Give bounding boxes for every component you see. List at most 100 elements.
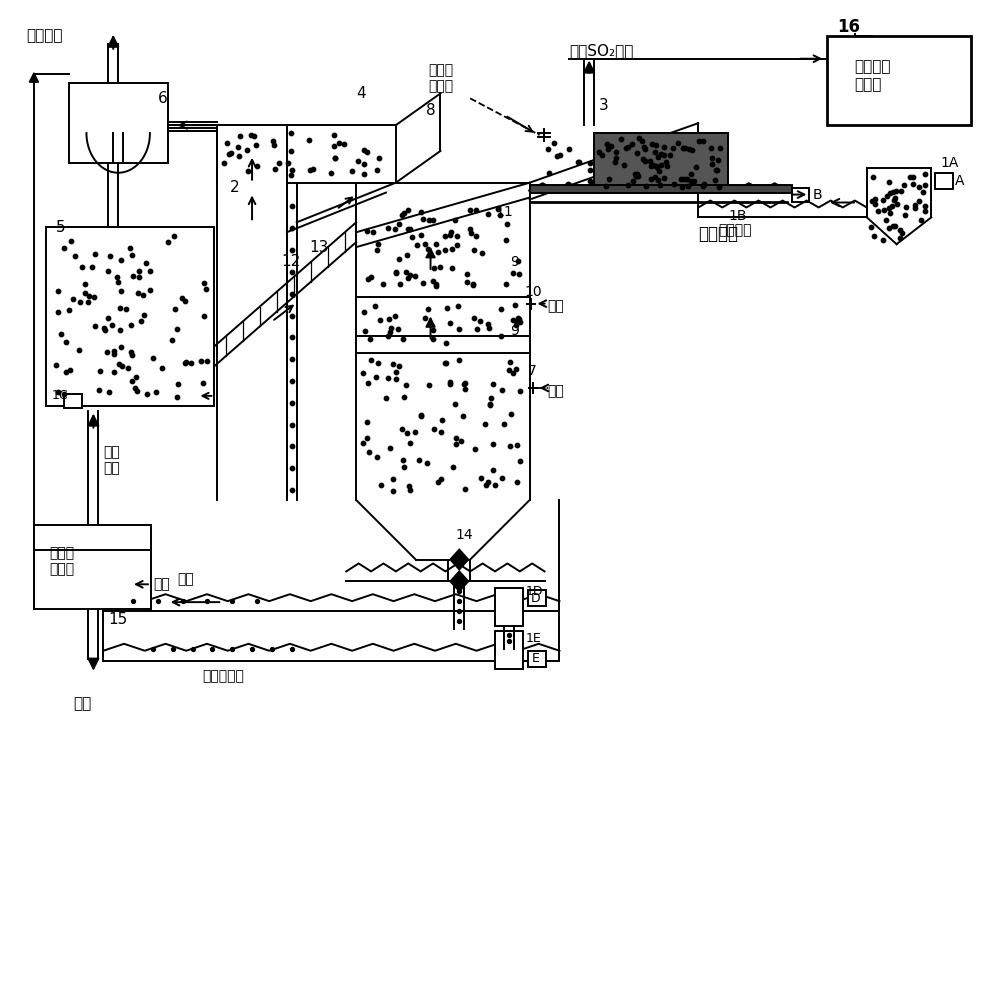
Point xyxy=(380,370,395,386)
Point xyxy=(113,339,129,355)
Point xyxy=(325,127,341,143)
Point xyxy=(323,165,339,181)
Point xyxy=(246,128,261,144)
Point xyxy=(232,128,247,144)
Point xyxy=(501,362,517,378)
Point xyxy=(336,136,352,152)
Point xyxy=(56,240,72,256)
Point xyxy=(442,374,458,390)
Point xyxy=(683,142,699,158)
Bar xyxy=(935,173,952,189)
Point xyxy=(108,269,124,285)
Point xyxy=(389,321,405,337)
Point xyxy=(492,207,508,223)
Bar xyxy=(826,36,970,125)
Point xyxy=(239,142,254,158)
Point xyxy=(886,218,902,234)
Point xyxy=(561,141,577,157)
Point xyxy=(663,159,678,175)
Point xyxy=(593,134,608,150)
Point xyxy=(427,278,443,294)
Point xyxy=(382,440,397,456)
Point xyxy=(912,212,928,228)
Point xyxy=(622,182,638,198)
Point xyxy=(883,184,899,200)
Point xyxy=(430,474,446,490)
Point xyxy=(62,362,78,378)
Point xyxy=(437,242,453,258)
Point xyxy=(708,162,724,178)
Point xyxy=(508,361,524,377)
Point xyxy=(381,311,396,327)
Point xyxy=(644,136,660,152)
Text: 净化烟气: 净化烟气 xyxy=(26,28,62,43)
Point xyxy=(623,136,639,152)
Point xyxy=(652,177,668,193)
Text: 氨气: 氨气 xyxy=(547,300,564,314)
Point xyxy=(917,203,933,219)
Point xyxy=(866,191,881,207)
Point xyxy=(881,185,897,201)
Point xyxy=(244,127,259,143)
Point xyxy=(78,285,94,301)
Point xyxy=(372,312,387,328)
Point xyxy=(371,150,387,166)
Point xyxy=(387,265,403,281)
Point xyxy=(370,355,386,371)
Point xyxy=(283,125,299,141)
Point xyxy=(390,358,406,374)
Point xyxy=(61,302,77,318)
Point xyxy=(169,321,184,337)
Point xyxy=(432,424,448,440)
Point xyxy=(131,269,147,285)
Point xyxy=(710,179,726,195)
Text: 1E: 1E xyxy=(526,632,541,645)
Point xyxy=(678,171,694,187)
Point xyxy=(284,308,300,324)
Point xyxy=(591,143,606,159)
Point xyxy=(660,179,675,195)
Point xyxy=(456,376,471,392)
Point xyxy=(451,603,466,619)
Point xyxy=(193,353,209,369)
Text: 细颗粒
燃烧器: 细颗粒 燃烧器 xyxy=(48,546,74,577)
Point xyxy=(133,313,149,329)
Point xyxy=(598,178,613,194)
Point xyxy=(224,641,240,657)
Point xyxy=(168,301,183,317)
Point xyxy=(642,153,658,169)
Point xyxy=(58,334,74,350)
Point xyxy=(465,276,481,292)
Point xyxy=(136,307,152,323)
Point xyxy=(356,323,372,339)
Text: 水冷降温: 水冷降温 xyxy=(697,225,738,243)
Point xyxy=(480,320,496,336)
Point xyxy=(283,167,299,183)
Point xyxy=(592,169,607,185)
Point xyxy=(541,165,557,181)
Point xyxy=(428,236,444,252)
Point xyxy=(686,173,702,189)
Point xyxy=(636,149,652,165)
Point xyxy=(145,641,161,657)
Point xyxy=(177,355,193,371)
Point xyxy=(914,184,930,200)
Point xyxy=(630,155,646,171)
Point xyxy=(662,147,677,163)
Point xyxy=(638,178,654,194)
Point xyxy=(624,136,640,152)
Point xyxy=(864,193,880,209)
Point xyxy=(620,164,636,180)
Point xyxy=(63,233,79,249)
Point xyxy=(574,180,590,196)
Point xyxy=(204,641,220,657)
Point xyxy=(887,183,903,199)
Point xyxy=(687,159,703,175)
Point xyxy=(869,203,884,219)
Point xyxy=(412,227,428,243)
Point xyxy=(672,171,688,187)
Point xyxy=(86,289,102,305)
Point xyxy=(166,228,181,244)
Point xyxy=(444,241,459,257)
Point xyxy=(694,133,710,149)
